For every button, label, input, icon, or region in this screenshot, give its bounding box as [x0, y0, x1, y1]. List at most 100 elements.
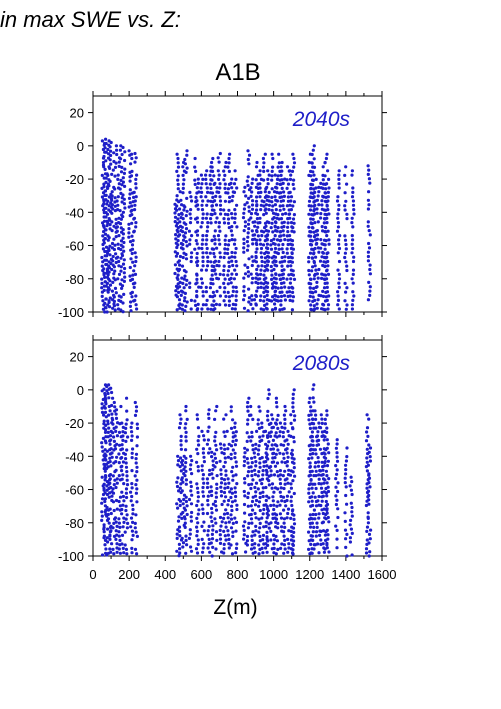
data-point [310, 430, 314, 434]
data-point [105, 536, 109, 540]
data-point [265, 530, 269, 535]
data-point [226, 455, 230, 459]
data-point [195, 233, 200, 237]
data-point [208, 182, 212, 186]
data-point [110, 190, 114, 194]
data-point [315, 198, 319, 202]
data-point [120, 165, 124, 169]
data-point [217, 259, 221, 264]
data-point [188, 221, 193, 225]
data-point [246, 470, 251, 474]
data-point [267, 526, 271, 530]
data-point [365, 456, 369, 460]
data-point [256, 191, 261, 195]
data-point [264, 520, 268, 524]
data-point [259, 242, 263, 246]
data-point [250, 190, 254, 194]
data-point [210, 493, 214, 498]
data-point [269, 299, 274, 303]
data-point [253, 533, 257, 537]
data-point [315, 241, 319, 246]
data-point [337, 259, 342, 264]
data-point [204, 285, 208, 289]
data-point [291, 535, 295, 539]
data-point [100, 255, 104, 260]
data-point [321, 251, 325, 255]
data-point [204, 303, 208, 307]
data-point [135, 500, 139, 504]
data-point [105, 281, 109, 285]
data-point [109, 261, 113, 266]
data-point [178, 306, 182, 310]
data-point [326, 208, 330, 212]
data-point [258, 526, 262, 530]
data-point [120, 443, 124, 447]
data-point [127, 149, 131, 153]
data-point [214, 547, 218, 551]
data-point [308, 513, 312, 517]
data-point [279, 299, 283, 303]
data-point [207, 451, 211, 455]
data-point [183, 517, 187, 521]
data-point [112, 295, 116, 299]
data-point [273, 456, 277, 460]
data-point [269, 465, 273, 469]
data-point [230, 233, 234, 237]
data-point [325, 285, 329, 289]
data-point [193, 178, 197, 182]
data-point [246, 495, 250, 500]
data-point [210, 511, 214, 515]
data-point [228, 195, 232, 199]
data-point [263, 295, 267, 299]
data-point [277, 273, 281, 277]
data-point [121, 525, 125, 529]
data-point [235, 290, 239, 294]
data-point [231, 478, 235, 482]
data-point [366, 515, 370, 519]
data-point [215, 246, 219, 250]
data-point [326, 537, 330, 541]
data-point [326, 459, 330, 463]
data-point [122, 279, 126, 283]
data-point [201, 550, 205, 554]
data-point [320, 276, 324, 280]
data-point [351, 246, 355, 251]
data-point [131, 273, 135, 277]
data-point [269, 247, 274, 251]
data-point [351, 225, 355, 229]
data-point [246, 526, 250, 530]
data-point [223, 199, 227, 203]
data-point [117, 430, 122, 434]
data-point [367, 498, 371, 502]
data-point [308, 525, 313, 529]
data-point [254, 255, 258, 260]
data-point [125, 418, 129, 422]
data-point [217, 190, 221, 194]
data-point [320, 255, 324, 259]
data-point [249, 547, 254, 551]
data-point [265, 234, 269, 238]
data-point [288, 212, 292, 216]
data-point [124, 504, 128, 508]
data-point [314, 417, 318, 421]
data-point [288, 216, 292, 220]
data-point [262, 213, 266, 217]
data-point [323, 417, 327, 421]
data-point [121, 228, 125, 232]
data-point [121, 494, 125, 499]
data-point [134, 186, 138, 190]
data-point [211, 169, 215, 173]
data-point [114, 252, 118, 256]
data-point [104, 159, 108, 163]
data-point [265, 185, 269, 189]
data-point [325, 255, 329, 259]
data-point [183, 157, 187, 162]
data-point [325, 234, 329, 238]
data-point [286, 182, 291, 186]
data-point [196, 465, 200, 469]
data-point [258, 495, 262, 500]
data-point [196, 538, 200, 542]
data-point [212, 174, 216, 178]
data-point [220, 520, 224, 524]
data-point [343, 299, 347, 303]
